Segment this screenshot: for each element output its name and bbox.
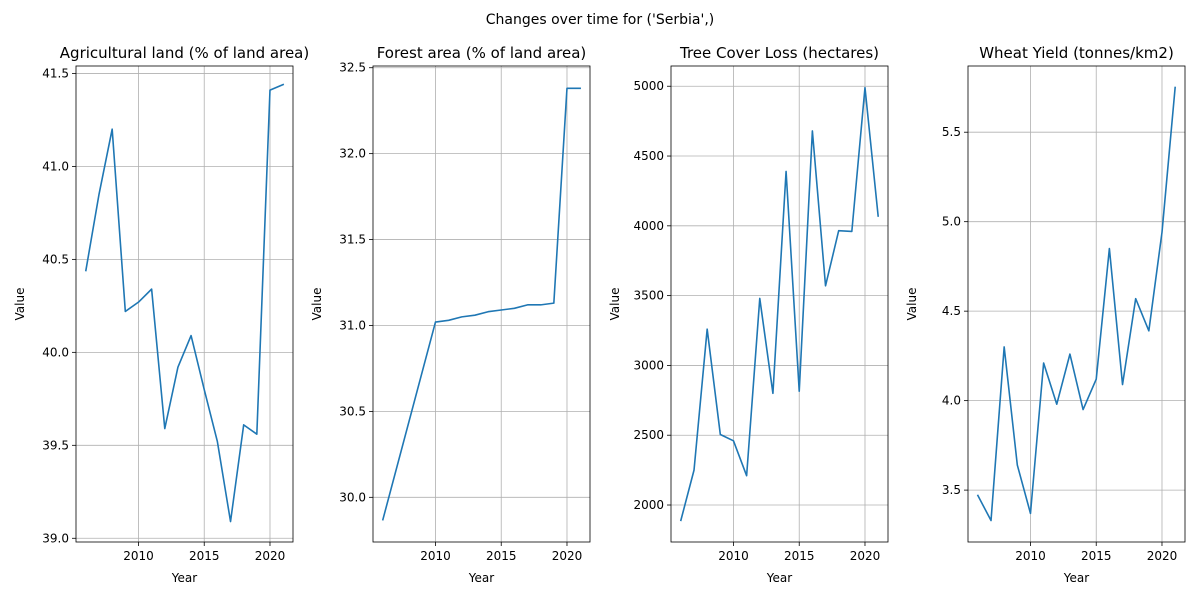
x-tick-label: 2015: [784, 549, 815, 563]
axes-frame: [967, 65, 1186, 543]
y-tick-label: 5.0: [942, 215, 961, 229]
x-tick-label: 2020: [1147, 549, 1178, 563]
y-tick-label: 32.0: [339, 147, 366, 161]
y-tick-label: 40.0: [42, 345, 69, 359]
y-tick-label: 41.0: [42, 159, 69, 173]
chart-panel-1: 2010 2015 2020 39.0 39.5 40.0 40.5 41.0 41.5 Agri…: [13, 44, 309, 585]
y-tick-label: 4.5: [942, 304, 961, 318]
chart-panels: 2010 2015 2020 39.0 39.5 40.0 40.5 41.0 41.5 Agri…: [13, 44, 1186, 585]
x-tick-label: 2020: [850, 549, 881, 563]
series-line: [679, 86, 880, 522]
x-axis-label: Year: [468, 571, 494, 585]
x-tick-label: 2010: [123, 549, 154, 563]
x-tick-label: 2015: [189, 549, 220, 563]
y-axis-label: Value: [310, 288, 324, 321]
chart-panel-2: 2010 2015 2020 30.0 30.5 31.0 31.5 32.0 32.5 Fore…: [310, 44, 591, 585]
y-tick-label: 39.0: [42, 531, 69, 545]
x-tick-label: 2015: [486, 549, 517, 563]
y-tick-label: 3500: [633, 289, 664, 303]
y-tick-label: 30.0: [339, 490, 366, 504]
y-tick-label: 32.5: [339, 61, 366, 75]
x-tick-label: 2020: [552, 549, 583, 563]
y-tick-label: 3.5: [942, 483, 961, 497]
y-tick-label: 40.5: [42, 252, 69, 266]
axes-frame: [372, 65, 591, 543]
axes-frame: [670, 65, 889, 543]
y-tick-label: 2000: [633, 498, 664, 512]
x-axis-label: Year: [1063, 571, 1089, 585]
x-axis-label: Year: [766, 571, 792, 585]
y-tick-label: 30.5: [339, 404, 366, 418]
series-line: [976, 86, 1177, 522]
series-line: [84, 83, 285, 523]
y-tick-label: 31.5: [339, 233, 366, 247]
y-tick-label: 2500: [633, 428, 664, 442]
y-tick-label: 5.5: [942, 125, 961, 139]
y-tick-label: 5000: [633, 79, 664, 93]
x-axis-label: Year: [171, 571, 197, 585]
panel-title: Tree Cover Loss (hectares): [679, 44, 879, 62]
y-tick-label: 4.0: [942, 394, 961, 408]
panel-title: Forest area (% of land area): [377, 44, 587, 62]
y-tick-label: 4500: [633, 149, 664, 163]
panel-title: Agricultural land (% of land area): [60, 44, 309, 62]
y-tick-label: 3000: [633, 358, 664, 372]
chart-panel-4: 2010 2015 2020 3.5 4.0 4.5 5.0 5.5 Wheat Yield (…: [905, 44, 1186, 585]
y-tick-label: 31.0: [339, 318, 366, 332]
x-tick-label: 2010: [718, 549, 749, 563]
y-axis-label: Value: [13, 288, 27, 321]
series-line: [381, 87, 581, 521]
panel-title: Wheat Yield (tonnes/km2): [979, 44, 1174, 62]
x-tick-label: 2020: [255, 549, 286, 563]
figure-suptitle: Changes over time for ('Serbia',): [486, 12, 714, 28]
y-tick-label: 41.5: [42, 66, 69, 80]
chart-panel-3: 2010 2015 2020 2000 2500 3000 3500 4000 4500 5000…: [608, 44, 889, 585]
y-tick-label: 39.5: [42, 438, 69, 452]
x-tick-label: 2010: [1015, 549, 1046, 563]
x-tick-label: 2010: [420, 549, 451, 563]
axes-frame: [75, 65, 294, 543]
x-tick-label: 2015: [1081, 549, 1112, 563]
y-tick-label: 4000: [633, 219, 664, 233]
y-axis-label: Value: [608, 288, 622, 321]
y-axis-label: Value: [905, 288, 919, 321]
